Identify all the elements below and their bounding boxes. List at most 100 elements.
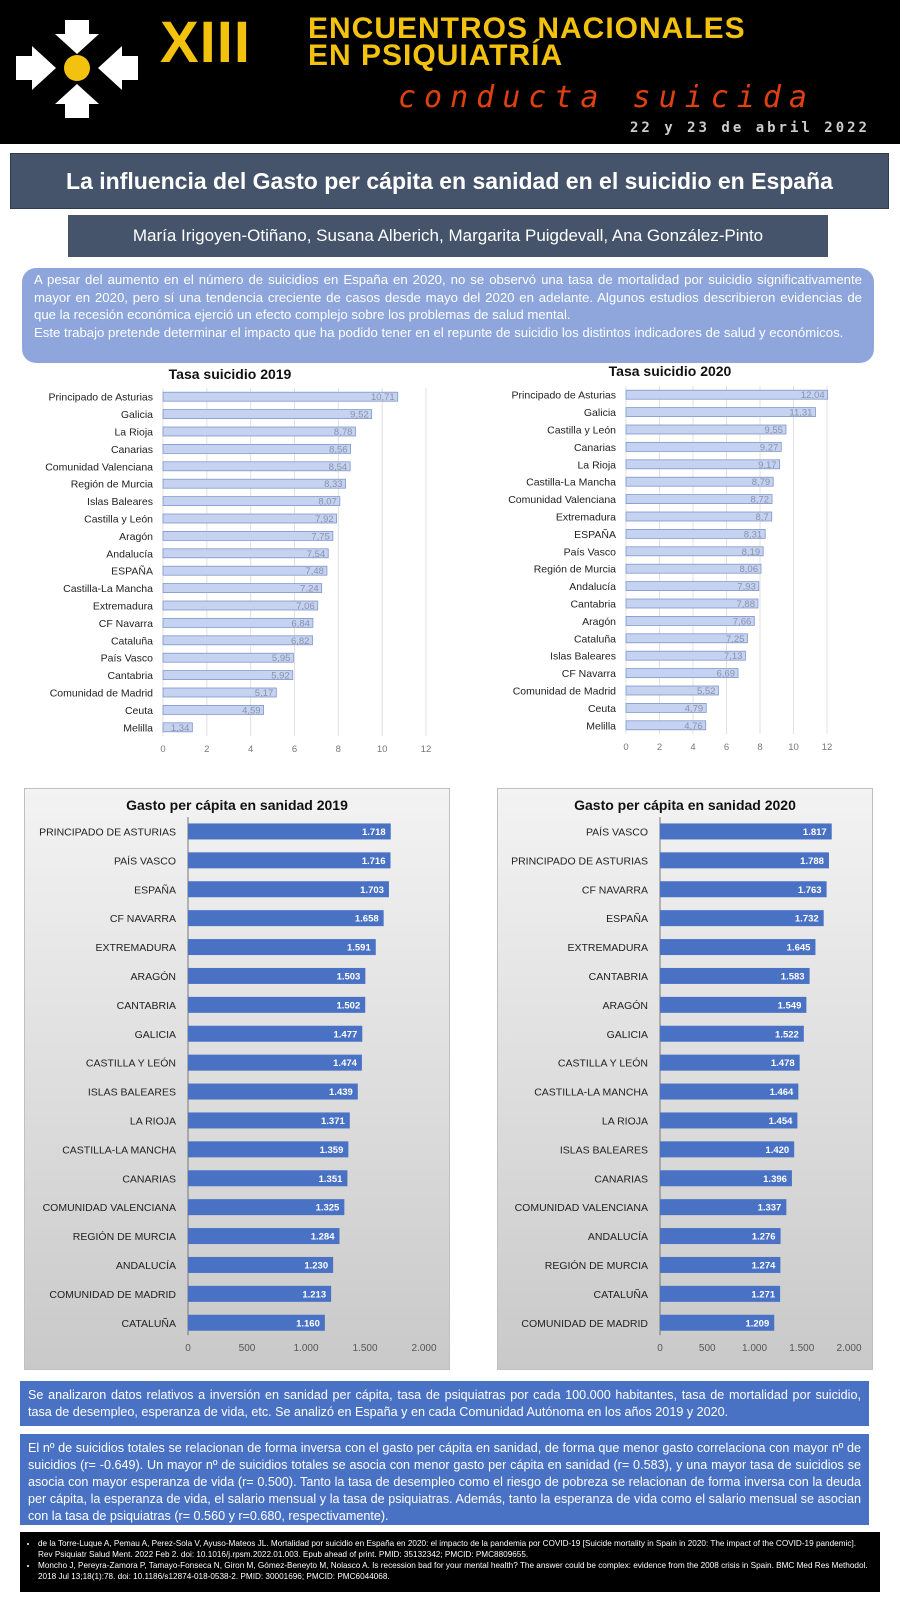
bar-suicide-2020: [625, 442, 782, 452]
authors-box: María Irigoyen-Otiñano, Susana Alberich,…: [68, 215, 828, 257]
data-label: 5,17: [255, 688, 274, 699]
bar-gasto-2020: [660, 967, 810, 984]
data-label: 1.732: [795, 914, 819, 925]
bar-suicide-2019: [162, 565, 328, 576]
chart-title-gasto-2020: Gasto per cápita en sanidad 2020: [574, 797, 796, 813]
category-label: ESPAÑA: [574, 528, 616, 541]
data-label: 1.284: [311, 1232, 335, 1243]
bar-suicide-2019: [162, 444, 352, 454]
bar-gasto-2020: [660, 1256, 781, 1273]
category-label: CANTABRIA: [589, 971, 648, 983]
bar-suicide-2020: [625, 581, 760, 592]
intro-paragraph-1: A pesar del aumento en el número de suic…: [34, 272, 862, 322]
bar-gasto-2020: [660, 1083, 799, 1100]
bar-suicide-2019: [162, 583, 323, 594]
bar-gasto-2020: [660, 1170, 792, 1187]
bar-gasto-2020: [660, 1054, 800, 1071]
intro-paragraph-2: Este trabajo pretende determinar el impa…: [34, 324, 844, 340]
results-box: El nº de suicidios totales se relacionan…: [20, 1434, 869, 1525]
data-label: 8,56: [329, 444, 348, 455]
data-label: 8,72: [751, 495, 770, 506]
bar-suicide-2019: [162, 391, 399, 402]
category-label: CANTABRIA: [117, 1000, 176, 1012]
data-label: 8,31: [744, 529, 763, 540]
data-label: 1.522: [775, 1029, 799, 1040]
bar-suicide-2020: [625, 668, 739, 679]
bar-suicide-2019: [162, 635, 313, 646]
chart-title-suicide-2020: Tasa suicidio 2020: [608, 363, 732, 379]
category-label: CASTILLA-LA MANCHA: [62, 1144, 176, 1156]
category-label: GALICIA: [135, 1029, 176, 1041]
x-tick-label: 6: [724, 742, 729, 753]
data-label: 5,52: [697, 686, 716, 697]
category-label: Galicia: [584, 407, 616, 419]
category-label: ANDALUCÍA: [116, 1259, 176, 1272]
reference-item: de la Torre-Luque A, Pemau A, Perez-Sola…: [38, 1538, 872, 1560]
category-label: CANARIAS: [594, 1173, 648, 1185]
category-label: Ceuta: [125, 705, 153, 717]
category-label: COMUNIDAD DE MADRID: [521, 1318, 648, 1330]
category-label: CF Navarra: [562, 668, 616, 680]
data-label: 1.439: [329, 1087, 353, 1098]
banner-subtitle: conducta suicida: [398, 80, 815, 115]
bar-suicide-2019: [162, 548, 329, 559]
bar-gasto-2019: [188, 1256, 334, 1273]
chart-suicide-2020: 0 2 4 6 8 10 12 Principado de Asturias 12,04 Gali…: [508, 386, 832, 753]
intro-box: A pesar del aumento en el número de suic…: [22, 268, 874, 363]
category-label: ANDALUCÍA: [588, 1230, 648, 1243]
bar-suicide-2020: [625, 511, 773, 522]
category-label: CATALUÑA: [122, 1317, 176, 1330]
data-label: 1.788: [800, 856, 824, 867]
data-label: 7,88: [736, 599, 755, 610]
bar-suicide-2020: [625, 494, 773, 504]
panel-gasto-2019: Gasto per cápita en sanidad 2019 0 500 1.0…: [24, 788, 450, 1370]
banner-edition-number: XIII: [160, 10, 252, 75]
category-label: Aragón: [119, 531, 153, 543]
category-label: La Rioja: [577, 459, 616, 471]
x-tick-label: 10: [377, 744, 388, 755]
data-label: 1.645: [787, 943, 811, 954]
category-label: CF NAVARRA: [110, 913, 176, 925]
data-label: 1.763: [798, 885, 822, 896]
bar-suicide-2019: [162, 600, 319, 611]
data-label: 1.274: [752, 1260, 776, 1271]
data-label: 6,82: [291, 636, 310, 647]
data-label: 1.371: [321, 1116, 345, 1127]
category-label: CASTILLA Y LEÓN: [558, 1057, 648, 1070]
data-label: 7,93: [737, 582, 756, 593]
x-tick-label: 10: [788, 742, 799, 753]
category-label: EXTREMADURA: [567, 942, 648, 954]
bar-suicide-2020: [625, 563, 762, 574]
x-tick-label: 500: [699, 1343, 716, 1354]
bar-suicide-2020: [625, 546, 764, 557]
x-tick-label: 6: [292, 744, 297, 755]
bar-suicide-2019: [162, 617, 314, 628]
bar-gasto-2020: [660, 1025, 804, 1042]
data-label: 1.213: [302, 1289, 326, 1300]
banner-line2: EN PSIQUIATRÍA: [308, 39, 564, 72]
category-label: Canarias: [111, 444, 153, 456]
category-label: Ceuta: [588, 703, 616, 715]
bar-gasto-2020: [660, 996, 807, 1013]
data-label: 1.703: [360, 885, 384, 896]
data-label: 1.817: [803, 827, 827, 838]
category-label: Comunidad de Madrid: [50, 688, 153, 700]
bar-suicide-2020: [625, 650, 746, 661]
bar-suicide-2020: [625, 720, 707, 731]
bar-suicide-2019: [162, 530, 334, 541]
data-label: 7,75: [311, 531, 330, 542]
bar-suicide-2020: [625, 702, 707, 713]
data-label: 9,52: [350, 410, 369, 421]
data-label: 6,69: [717, 669, 736, 680]
bar-suicide-2020: [625, 424, 787, 435]
data-label: 7,25: [726, 634, 745, 645]
authors: María Irigoyen-Otiñano, Susana Alberich,…: [132, 226, 764, 245]
bar-gasto-2019: [188, 1228, 340, 1245]
banner-date: 22 y 23 de abril 2022: [629, 120, 870, 136]
data-label: 1.325: [316, 1203, 340, 1214]
data-label: 8,19: [742, 547, 761, 558]
bar-gasto-2019: [188, 1141, 349, 1158]
bar-gasto-2019: [188, 823, 391, 840]
bar-suicide-2020: [625, 598, 759, 609]
category-label: Canarias: [574, 442, 616, 454]
